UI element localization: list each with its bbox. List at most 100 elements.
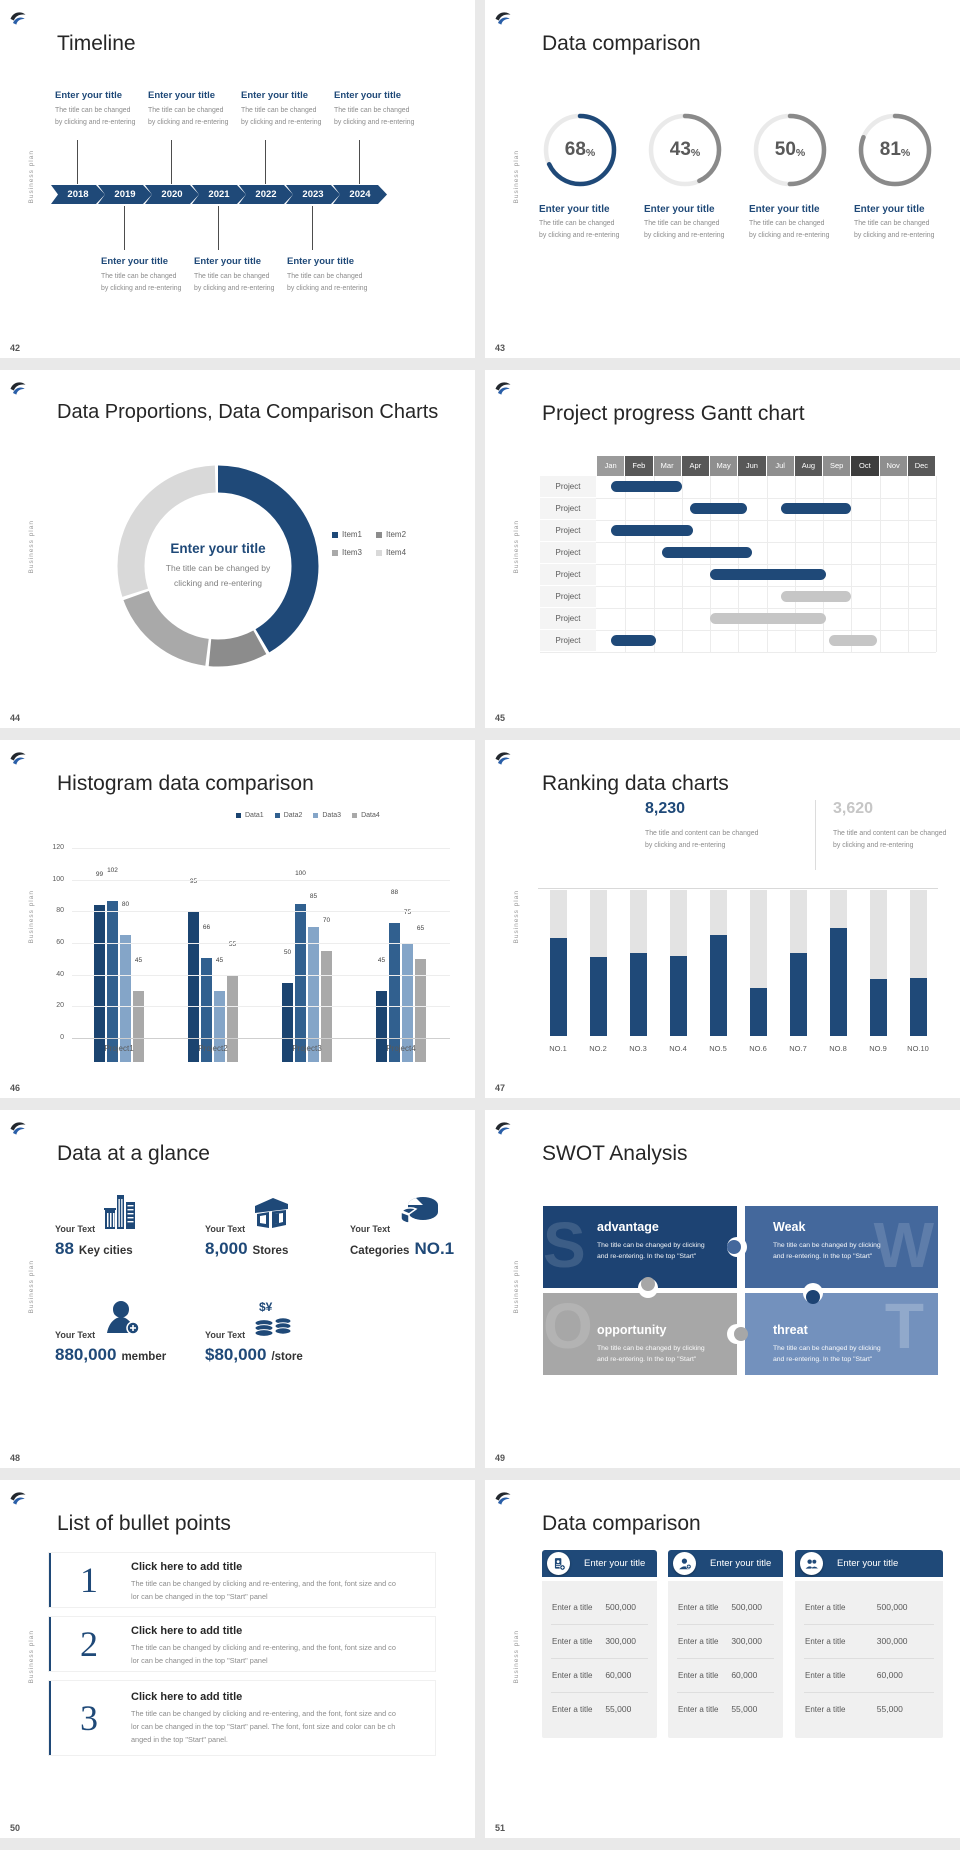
caption-line: by clicking and re-entering: [833, 842, 914, 850]
bar-fill: [709, 935, 727, 1036]
slide-thumbnail-46[interactable]: Business plan Histogram data comparison …: [0, 740, 475, 1098]
gridline: [72, 1038, 450, 1039]
timeline-item-top: Enter your title The title can be changed…: [241, 90, 333, 129]
slide-thumbnail-44[interactable]: Business plan Data Proportions, Data Com…: [0, 370, 475, 728]
body-line: by clicking and re-entering: [241, 119, 322, 127]
body-line: by clicking and re-entering: [749, 232, 830, 240]
bar-track: [829, 890, 847, 1036]
card-data-row: Enter a title 60,000: [551, 1659, 648, 1693]
x-axis-label: NO.10: [907, 1044, 929, 1053]
row-value: 60,000: [605, 1670, 632, 1680]
legend-swatch: [274, 813, 280, 818]
bar-value-label: 75: [403, 909, 412, 917]
row-label: Enter a title: [552, 1603, 593, 1612]
gantt-month-header: May: [710, 456, 738, 476]
gantt-chart: Jan Feb Mar Apr May Jun Jul Aug Sep Oct Nov Dec Proj…: [485, 370, 960, 728]
stat-value: NO.1: [414, 1239, 455, 1258]
row-label: Enter a title: [678, 1603, 719, 1612]
gantt-bar: [611, 525, 694, 536]
card-data-row: Enter a title 500,000: [551, 1591, 648, 1625]
gantt-month-header: Oct: [851, 456, 879, 476]
donut-center-title: Enter your title: [170, 540, 266, 556]
stat-suffix: /store: [271, 1351, 303, 1363]
gantt-month-header: Dec: [907, 456, 935, 476]
donut-center-body-line: The title can be changed by: [165, 562, 271, 573]
bar-track: [789, 890, 807, 1036]
quadrant-body-line: and re-entering. In the top "Start": [597, 1356, 697, 1364]
bar-value-label: 88: [390, 888, 399, 896]
bar-value-label: 55: [228, 940, 237, 948]
bar-value-label: 100: [295, 869, 306, 877]
slide-thumbnail-48[interactable]: Business plan Data at a glance Your Text…: [0, 1110, 475, 1468]
gantt-row-label: Project: [540, 542, 596, 563]
legend-label: Data4: [361, 812, 380, 819]
timeline-item-title: Enter your title: [55, 90, 123, 101]
slide-thumbnail-42[interactable]: Business plan Timeline Enter your title T…: [0, 0, 475, 358]
quadrant-body-line: and re-entering. In the top "Start": [773, 1356, 873, 1364]
slide-thumbnail-43[interactable]: Business plan Data comparison 68% Enter y…: [485, 0, 960, 358]
bar-value-label: 102: [107, 866, 118, 874]
gantt-row-label: Project: [540, 586, 596, 607]
gantt-bar: [661, 547, 753, 558]
primary-stat-value: 8,230: [645, 800, 686, 817]
gridline: [72, 848, 450, 849]
bar-fill: [869, 979, 887, 1036]
swot-weakness-quadrant: W Weak The title can be changed by click…: [745, 1206, 938, 1288]
secondary-stat-caption: The title and content can be changed by …: [833, 828, 960, 852]
category-pie-icon: [396, 1193, 439, 1236]
row-value: 300,000: [876, 1636, 908, 1646]
x-axis-label: NO.5: [709, 1044, 727, 1053]
gantt-bar: [611, 481, 682, 492]
brand-swoosh-logo-icon: [8, 1488, 28, 1508]
bar: [94, 905, 105, 1062]
bullet-body-line: lor can be changed in the top "Start" pa…: [131, 1722, 396, 1732]
chart-top-line: [538, 888, 938, 889]
donut-center-body-line: clicking and re-entering: [174, 578, 262, 588]
legend-swatch: [352, 813, 358, 818]
row-value: 300,000: [605, 1636, 637, 1646]
bar-value-label: 99: [95, 871, 104, 879]
chart-legend: Data1 Data2 Data3 Data4: [236, 812, 380, 819]
stat-label: Your Text: [55, 1224, 96, 1234]
ring-percent-value: 68%: [540, 110, 620, 190]
ring-caption: Enter your title The title can be changed…: [644, 204, 744, 242]
slide-thumbnail-51[interactable]: Business plan Data comparison Enter your…: [485, 1480, 960, 1838]
bullet-heading: Click here to add title: [131, 1625, 243, 1637]
x-axis-label: Project2: [198, 1044, 228, 1053]
progress-ring: [750, 110, 830, 190]
comparison-card: Enter your title Enter a title 500,000 Ente…: [542, 1550, 657, 1738]
y-axis-tick: 60: [56, 939, 64, 946]
slide-title: Ranking data charts: [542, 772, 729, 796]
timeline-item-title: Enter your title: [241, 90, 309, 101]
gantt-bar: [710, 569, 826, 580]
donut-chart: Enter your title The title can be change…: [0, 370, 475, 728]
legend-label: Data3: [322, 812, 342, 819]
gantt-month-header: Jan: [597, 456, 625, 476]
bar: [133, 990, 144, 1062]
row-value: 500,000: [876, 1602, 908, 1612]
row-value: 500,000: [731, 1602, 763, 1612]
swot-puzzle-diagram: S advantage The title can be changed by …: [485, 1110, 960, 1468]
bullet-body-line: The title can be changed by clicking and…: [131, 1579, 396, 1588]
city-buildings-icon: [101, 1193, 143, 1236]
percent-sign: %: [900, 147, 911, 159]
ring-caption-title: Enter your title: [854, 204, 925, 215]
slide-thumbnail-49[interactable]: Business plan SWOT Analysis S advantage …: [485, 1110, 960, 1468]
card-data-row: Enter a title 55,000: [677, 1693, 774, 1726]
bar-fill: [829, 927, 847, 1036]
people-icon: [800, 1552, 823, 1575]
x-axis-label: NO.1: [549, 1044, 567, 1053]
slide-thumbnail-50[interactable]: Business plan List of bullet points 1 Cl…: [0, 1480, 475, 1838]
progress-ring: [855, 110, 935, 190]
slide-title: List of bullet points: [57, 1512, 231, 1536]
slide-thumbnail-45[interactable]: Business plan Project progress Gantt cha…: [485, 370, 960, 728]
body-line: The title can be changed: [55, 107, 131, 114]
bar-fill: [629, 952, 647, 1036]
stat-label: Your Text: [350, 1224, 391, 1234]
svg-text:$¥: $¥: [259, 1300, 273, 1314]
bar: [308, 927, 319, 1062]
slide-thumbnail-47[interactable]: Business plan Ranking data charts 8,230 …: [485, 740, 960, 1098]
slide-number: 47: [495, 1083, 506, 1093]
bar-fill: [549, 938, 567, 1036]
card-data-row: Enter a title 500,000: [677, 1591, 774, 1625]
